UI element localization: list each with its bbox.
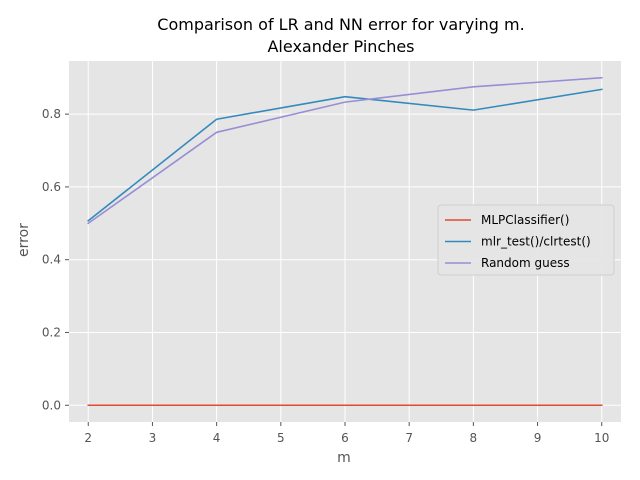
x-tick-label: 2 [84, 431, 92, 445]
y-tick-label: 0.6 [42, 180, 61, 194]
series-layer [87, 76, 603, 407]
x-tick-label: 9 [534, 431, 542, 445]
x-tick-label: 8 [470, 431, 478, 445]
x-axis: 2 3 4 5 6 7 8 9 10 [84, 422, 609, 445]
legend-label: Random guess [481, 256, 570, 270]
series-line-3 [87, 76, 603, 225]
chart-title: Comparison of LR and NN error for varyin… [157, 15, 524, 34]
y-tick-label: 0.4 [42, 253, 61, 267]
x-tick-label: 4 [213, 431, 221, 445]
legend: MLPClassifier() mlr_test()/clrtest() Rando… [437, 204, 615, 276]
x-axis-label: m [337, 450, 351, 466]
chart-subtitle: Alexander Pinches [267, 37, 414, 56]
y-tick-label: 0.0 [42, 398, 61, 412]
x-tick-label: 6 [341, 431, 349, 445]
y-tick-label: 0.2 [42, 325, 61, 339]
x-tick-label: 7 [405, 431, 413, 445]
x-tick-label: 10 [594, 431, 609, 445]
legend-label: MLPClassifier() [481, 213, 569, 227]
legend-box [437, 204, 615, 276]
x-tick-label: 3 [149, 431, 157, 445]
series-line-2 [87, 88, 603, 222]
legend-label: mlr_test()/clrtest() [481, 235, 591, 249]
x-tick-label: 5 [277, 431, 285, 445]
y-axis-label: error [16, 223, 32, 257]
y-tick-label: 0.8 [42, 107, 61, 121]
y-axis: 0.0 0.2 0.4 0.6 0.8 [42, 107, 69, 412]
